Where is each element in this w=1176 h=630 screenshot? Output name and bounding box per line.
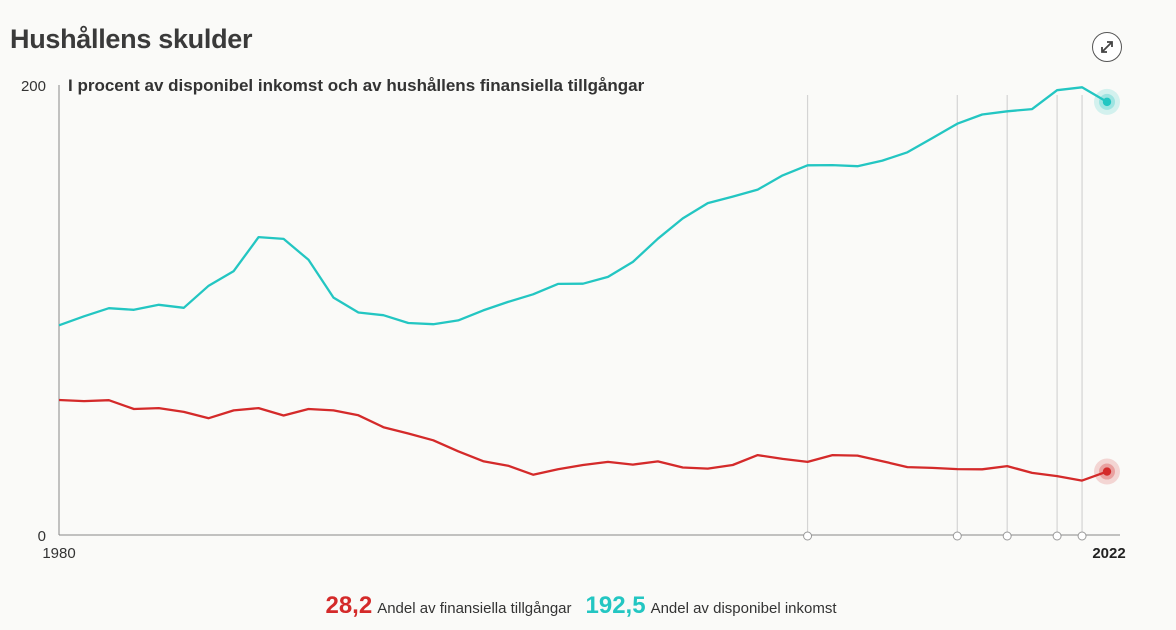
marker-handle-2021[interactable]	[1077, 531, 1087, 541]
end-point-1	[1102, 467, 1112, 476]
series-line-1	[58, 398, 1108, 482]
y-tick-label-0: 0	[38, 528, 46, 545]
legend: 28,2 Andel av finansiella tillgångar 192,5…	[0, 592, 1176, 620]
legend-value-assets: 28,2	[325, 592, 373, 619]
legend-value-income: 192,5	[585, 592, 646, 619]
chart-subtitle: I procent av disponibel inkomst och av h…	[68, 76, 645, 95]
expand-arrows-icon	[1101, 41, 1113, 53]
x-tick-label-start: 1980	[42, 545, 75, 562]
marker-handle-2016[interactable]	[952, 531, 962, 541]
legend-label-income: Andel av disponibel inkomst	[650, 600, 837, 617]
legend-label-assets: Andel av finansiella tillgångar	[377, 600, 572, 617]
line-chart: 0 200 1980 2022	[21, 78, 1126, 562]
series-line-0	[58, 86, 1108, 327]
x-tick-label-end: 2022	[1092, 545, 1125, 562]
marker-handle-2010[interactable]	[803, 531, 813, 541]
marker-handle-2018[interactable]	[1002, 531, 1012, 541]
marker-handle-2020[interactable]	[1052, 531, 1062, 541]
expand-button[interactable]	[1092, 32, 1122, 62]
y-tick-label-200: 200	[21, 78, 46, 95]
chart-title: Hushållens skulder	[10, 24, 253, 54]
end-point-0	[1102, 97, 1112, 107]
